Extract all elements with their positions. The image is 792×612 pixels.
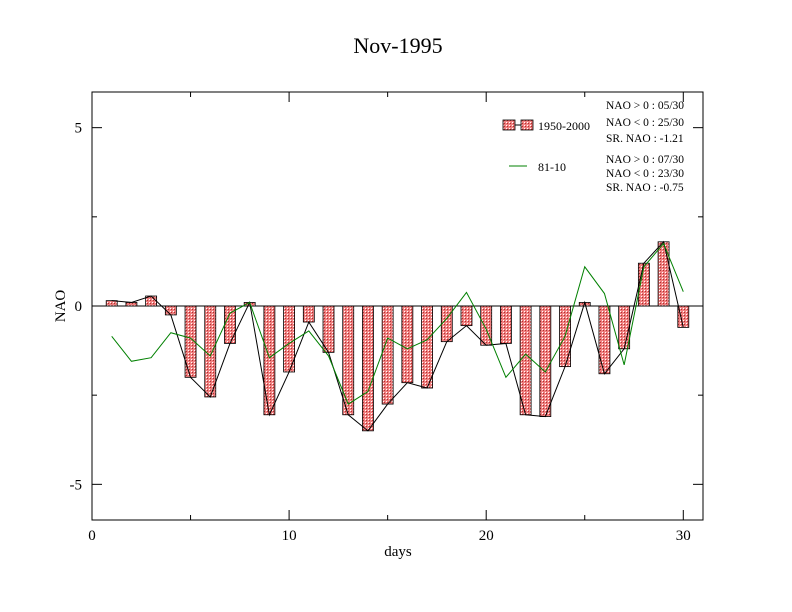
legend-swatch-bar-2	[520, 119, 534, 131]
bar-day-13	[342, 305, 355, 416]
bar-day-27	[618, 305, 631, 350]
stat-81-10-pos: NAO > 0 : 07/30	[606, 154, 684, 166]
bar-day-16	[401, 305, 414, 384]
series-81-10-line	[111, 242, 684, 405]
bar-day-14	[362, 305, 374, 432]
y-tick-label-5: 5	[75, 121, 83, 137]
bar-day-22	[519, 305, 532, 416]
bar-day-9	[263, 305, 276, 416]
plot-frame	[91, 91, 704, 521]
legend-swatch-bar-1	[502, 119, 516, 131]
bar-day-11	[302, 305, 315, 323]
stat-81-10-sr: SR. NAO : -0.75	[606, 182, 684, 194]
bar-day-19	[460, 305, 473, 327]
stat-1950-2000-neg: NAO < 0 : 25/30	[606, 117, 684, 129]
legend-label-81-10: 81-10	[538, 160, 566, 174]
y-tick-label--5: -5	[70, 477, 83, 493]
x-tick-label-30: 30	[676, 528, 691, 544]
x-tick-label-0: 0	[88, 528, 96, 544]
bar-day-15	[381, 305, 394, 405]
stat-1950-2000-sr: SR. NAO : -1.21	[606, 133, 684, 145]
series-1950-2000-line	[111, 240, 684, 432]
bar-day-17	[421, 305, 433, 389]
x-axis-label: days	[384, 544, 412, 560]
legend-label-1950-2000: 1950-2000	[538, 119, 590, 133]
x-tick-label-10: 10	[282, 528, 297, 544]
bar-day-4	[164, 305, 177, 316]
stat-1950-2000-pos: NAO > 0 : 05/30	[606, 100, 684, 112]
bar-day-26	[598, 305, 611, 375]
bar-day-18	[440, 305, 453, 343]
bar-day-21	[500, 305, 512, 344]
bar-day-6	[204, 305, 217, 398]
legend: 1950-2000 81-10 NAO > 0 : 05/30 NAO < 0 …	[502, 100, 684, 194]
bar-day-23	[539, 305, 552, 417]
bar-day-7	[224, 305, 236, 344]
y-tick-label-0: 0	[75, 299, 83, 315]
stat-81-10-neg: NAO < 0 : 23/30	[606, 168, 684, 180]
x-tick-label-20: 20	[479, 528, 494, 544]
bar-day-2	[125, 302, 138, 307]
bar-day-12	[322, 305, 335, 353]
bar-day-29	[657, 241, 670, 307]
y-axis-label: NAO	[53, 290, 69, 323]
chart-title: Nov-1995	[353, 33, 442, 58]
